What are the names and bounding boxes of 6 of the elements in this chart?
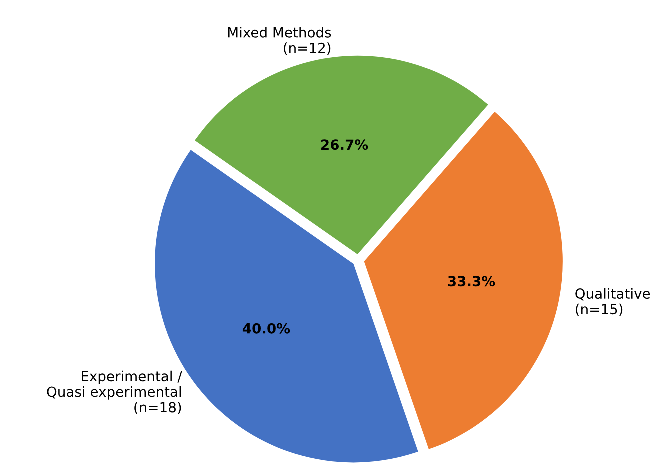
data-label: 40.0%: [242, 323, 290, 334]
slice-label: Mixed Methods (n=12): [228, 27, 332, 56]
data-label: 33.3%: [448, 276, 496, 287]
slice-label: Qualitative (n=15): [576, 288, 650, 316]
data-label: 26.7%: [322, 140, 368, 150]
slice-label: Experimental / Quasi experimental (n=18): [47, 370, 182, 414]
